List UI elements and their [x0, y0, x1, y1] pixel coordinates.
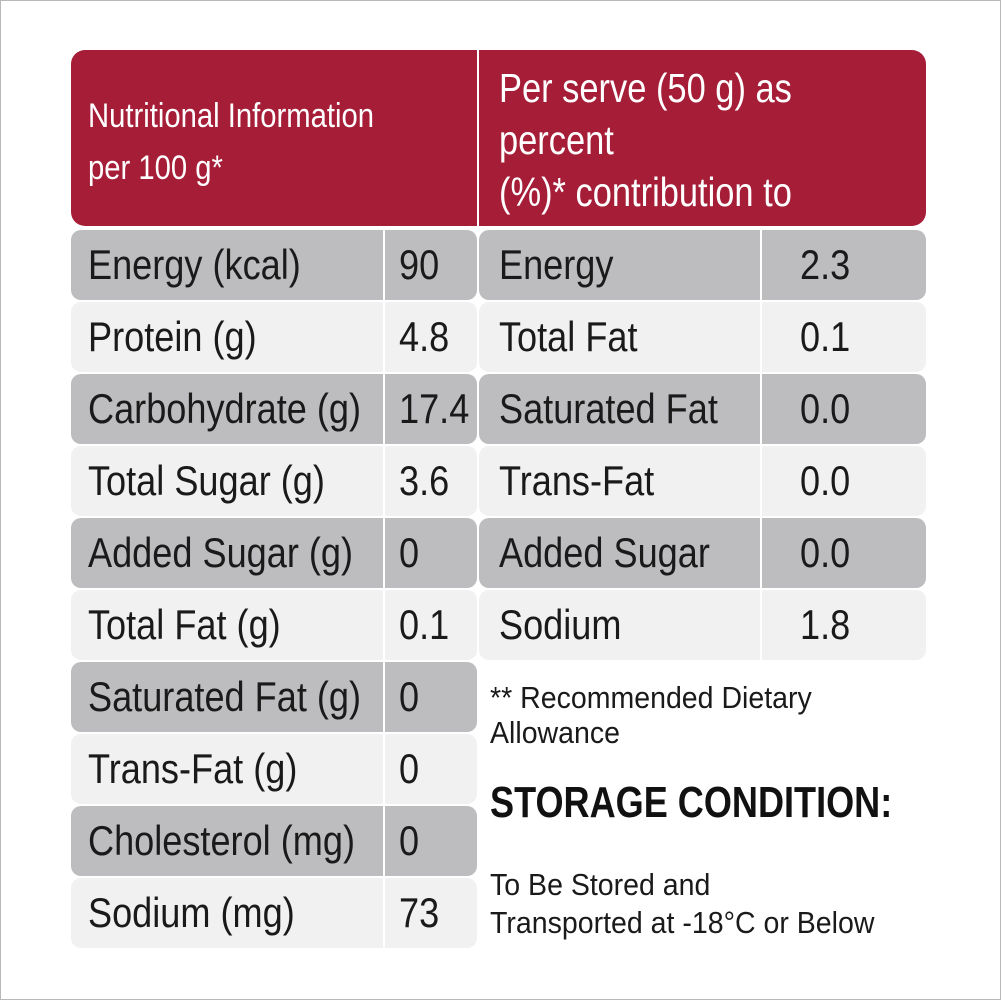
table-row: Added Sugar (g) 0	[71, 518, 477, 588]
rda-percent: 0.0	[762, 446, 926, 516]
nutrient-value: 73	[385, 878, 477, 948]
table-row: Sodium (mg) 73	[71, 878, 477, 948]
table-row: Total Sugar (g) 3.6	[71, 446, 477, 516]
nutrient-name: Energy	[479, 230, 760, 300]
nutrient-value: 0	[385, 734, 477, 804]
rda-header: Per serve (50 g) as percent (%)* contrib…	[479, 50, 926, 371]
rda-footnote: ** Recommended Dietary Allowance	[490, 680, 812, 750]
nutrient-value: 3.6	[385, 446, 477, 516]
per-100g-header-text: Nutritional Information per 100 g*	[88, 97, 375, 187]
nutrient-name: Saturated Fat	[479, 374, 760, 444]
table-row: Protein (g) 4.8	[71, 302, 477, 372]
nutrient-name: Total Fat	[479, 302, 760, 372]
nutrient-name: Total Fat (g)	[71, 590, 383, 660]
table-row: Energy (kcal) 90	[71, 230, 477, 300]
nutrient-value: 0	[385, 518, 477, 588]
nutrient-name: Energy (kcal)	[71, 230, 383, 300]
nutrient-name: Added Sugar (g)	[71, 518, 383, 588]
table-row: Added Sugar 0.0	[479, 518, 926, 588]
table-row: Trans-Fat 0.0	[479, 446, 926, 516]
nutrient-value: 90	[385, 230, 477, 300]
per-100g-header: Nutritional Information per 100 g*	[71, 50, 477, 226]
nutrient-name: Sodium	[479, 590, 760, 660]
rda-percent: 0.1	[762, 302, 926, 372]
rda-percent: 2.3	[762, 230, 926, 300]
table-row: Cholesterol (mg) 0	[71, 806, 477, 876]
nutrient-name: Cholesterol (mg)	[71, 806, 383, 876]
nutrient-name: Protein (g)	[71, 302, 383, 372]
nutrient-name: Total Sugar (g)	[71, 446, 383, 516]
table-row: Carbohydrate (g) 17.4	[71, 374, 477, 444]
storage-title: STORAGE CONDITION:	[490, 778, 893, 827]
nutrient-value: 0	[385, 662, 477, 732]
storage-instructions: To Be Stored and Transported at -18°C or…	[490, 867, 875, 940]
per-100g-table: Energy (kcal) 90 Protein (g) 4.8 Carbohy…	[71, 230, 477, 950]
rda-percent: 0.0	[762, 518, 926, 588]
rda-percent: 1.8	[762, 590, 926, 660]
table-row: Saturated Fat 0.0	[479, 374, 926, 444]
nutrient-value: 4.8	[385, 302, 477, 372]
table-row: Saturated Fat (g) 0	[71, 662, 477, 732]
nutrient-name: Trans-Fat	[479, 446, 760, 516]
nutrient-value: 17.4	[385, 374, 477, 444]
rda-table: Energy 2.3 Total Fat 0.1 Saturated Fat 0…	[479, 230, 926, 662]
rda-percent: 0.0	[762, 374, 926, 444]
nutrient-value: 0	[385, 806, 477, 876]
table-row: Trans-Fat (g) 0	[71, 734, 477, 804]
table-row: Sodium 1.8	[479, 590, 926, 660]
nutrient-name: Added Sugar	[479, 518, 760, 588]
table-row: Total Fat 0.1	[479, 302, 926, 372]
nutrient-name: Carbohydrate (g)	[71, 374, 383, 444]
nutrient-name: Saturated Fat (g)	[71, 662, 383, 732]
nutrient-name: Trans-Fat (g)	[71, 734, 383, 804]
nutrient-name: Sodium (mg)	[71, 878, 383, 948]
table-row: Energy 2.3	[479, 230, 926, 300]
nutrient-value: 0.1	[385, 590, 477, 660]
table-row: Total Fat (g) 0.1	[71, 590, 477, 660]
